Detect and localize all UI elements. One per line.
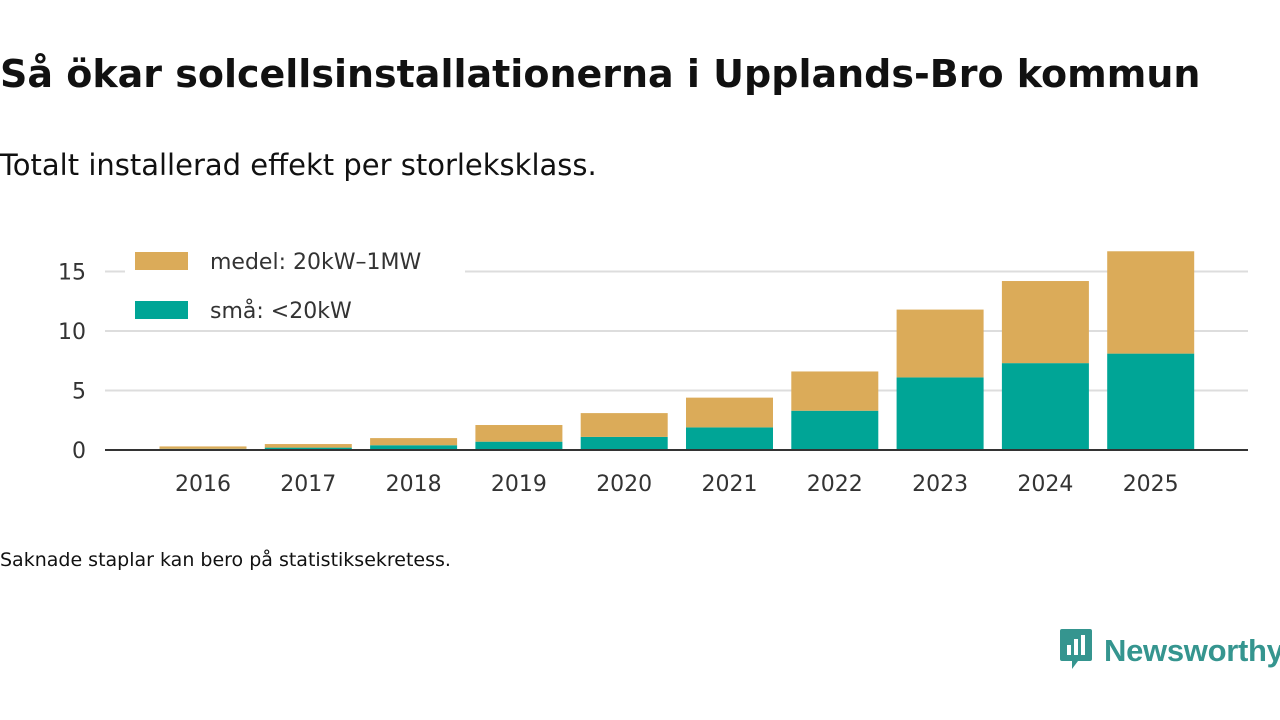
legend-label-0: medel: 20kW–1MW (210, 250, 421, 275)
bar-2025-sma (1107, 353, 1195, 450)
x-tick-label-2024: 2024 (1017, 472, 1073, 497)
bar-2022-medel (791, 371, 879, 411)
brand-name: Newsworthy (1104, 633, 1280, 668)
bar-2024-medel (1001, 281, 1089, 364)
x-tick-label-2016: 2016 (175, 472, 231, 497)
bars (159, 251, 1195, 450)
bar-2023-sma (896, 377, 984, 450)
x-tick-label-2025: 2025 (1123, 472, 1179, 497)
legend-swatch-1 (135, 301, 188, 319)
bar-2018-sma (370, 445, 458, 450)
bar-2021-sma (686, 427, 773, 450)
chart-subtitle: Totalt installerad effekt per storlekskl… (0, 148, 597, 182)
bar-2019-medel (475, 425, 563, 442)
newsworthy-logo-icon (1058, 627, 1094, 675)
bar-2025-medel (1107, 251, 1195, 354)
brand-logo[interactable]: Newsworthy (1058, 628, 1280, 674)
bar-2018-medel (370, 438, 458, 446)
bar-2016-medel (159, 446, 247, 449)
x-tick-label-2021: 2021 (702, 472, 758, 497)
legend-swatch-0 (135, 252, 188, 270)
bar-2023-medel (896, 309, 984, 378)
y-tick-label-5: 5 (72, 380, 86, 405)
x-tick-label-2018: 2018 (386, 472, 442, 497)
bar-2021-medel (686, 397, 773, 428)
chart-title: Så ökar solcellsinstallationerna i Uppla… (0, 52, 1201, 96)
x-tick-label-2019: 2019 (491, 472, 547, 497)
stacked-bar-chart: 0 5 10 15 2016 2017 2018 2019 2020 2021 2022 2023 20… (58, 242, 1248, 497)
x-tick-label-2023: 2023 (912, 472, 968, 497)
bar-2024-sma (1001, 363, 1089, 450)
legend-label-1: små: <20kW (210, 298, 352, 324)
bar-2020-medel (580, 413, 668, 437)
bar-2019-sma (475, 441, 563, 450)
x-tick-label-2022: 2022 (807, 472, 863, 497)
bar-2020-sma (580, 436, 668, 450)
footnote: Saknade staplar kan bero på statistiksek… (0, 549, 451, 571)
y-tick-label-10: 10 (58, 320, 86, 345)
y-tick-label-15: 15 (58, 261, 86, 286)
bar-2017-sma (264, 447, 352, 450)
x-tick-label-2020: 2020 (596, 472, 652, 497)
bar-2017-medel (264, 444, 352, 448)
axes: 0 5 10 15 2016 2017 2018 2019 2020 2021 2022 2023 20… (58, 261, 1248, 497)
x-tick-label-2017: 2017 (280, 472, 336, 497)
y-tick-label-0: 0 (72, 439, 86, 464)
bar-2022-sma (791, 410, 879, 450)
legend: medel: 20kW–1MW små: <20kW (125, 242, 465, 324)
